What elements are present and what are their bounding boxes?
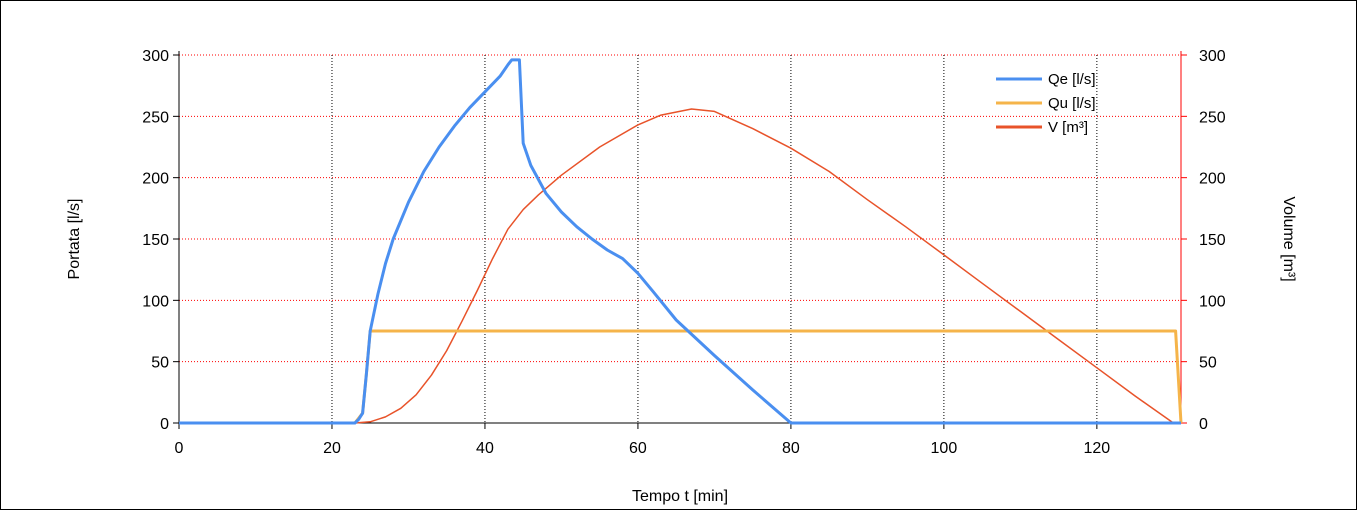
- y2-tick-label: 50: [1199, 355, 1217, 372]
- legend-label: Qe [l/s]: [1048, 71, 1096, 88]
- series-line-0: [179, 58, 1181, 425]
- x-tick-label: 80: [782, 440, 800, 457]
- grid: [179, 54, 1181, 423]
- y2-tick-label: 200: [1199, 171, 1226, 188]
- legend-label: V [m³]: [1048, 119, 1088, 136]
- y-tick-label: 200: [142, 171, 169, 188]
- y2-axis-label: Volume [m³]: [1280, 196, 1297, 281]
- tick-labels: 0 50 100 150 200 250 300 0 50 100 150 200 250 300 0 20 4…: [142, 48, 1226, 457]
- x-tick-label: 120: [1084, 440, 1111, 457]
- x-tick-label: 40: [476, 440, 494, 457]
- legend-label: Qu [l/s]: [1048, 95, 1096, 112]
- y-tick-label: 0: [160, 416, 169, 433]
- y2-tick-label: 150: [1199, 232, 1226, 249]
- axes: [173, 51, 1187, 429]
- series-layer: [179, 58, 1183, 425]
- legend: Qe [l/s] Qu [l/s] V [m³]: [996, 71, 1096, 136]
- y-tick-label: 50: [151, 355, 169, 372]
- series-line-1: [179, 329, 1183, 425]
- x-tick-label: 0: [175, 440, 184, 457]
- x-tick-label: 100: [931, 440, 958, 457]
- y-tick-label: 250: [142, 109, 169, 126]
- y-tick-label: 100: [142, 293, 169, 310]
- y2-tick-label: 100: [1199, 293, 1226, 310]
- x-axis-label: Tempo t [min]: [632, 488, 728, 505]
- y-tick-label: 300: [142, 48, 169, 65]
- y2-tick-label: 300: [1199, 48, 1226, 65]
- y2-tick-label: 250: [1199, 109, 1226, 126]
- y-axis-label: Portata [l/s]: [66, 199, 83, 280]
- y2-tick-label: 0: [1199, 416, 1208, 433]
- y-tick-label: 150: [142, 232, 169, 249]
- series-line-2: [354, 108, 1181, 424]
- x-tick-label: 20: [323, 440, 341, 457]
- x-tick-label: 60: [629, 440, 647, 457]
